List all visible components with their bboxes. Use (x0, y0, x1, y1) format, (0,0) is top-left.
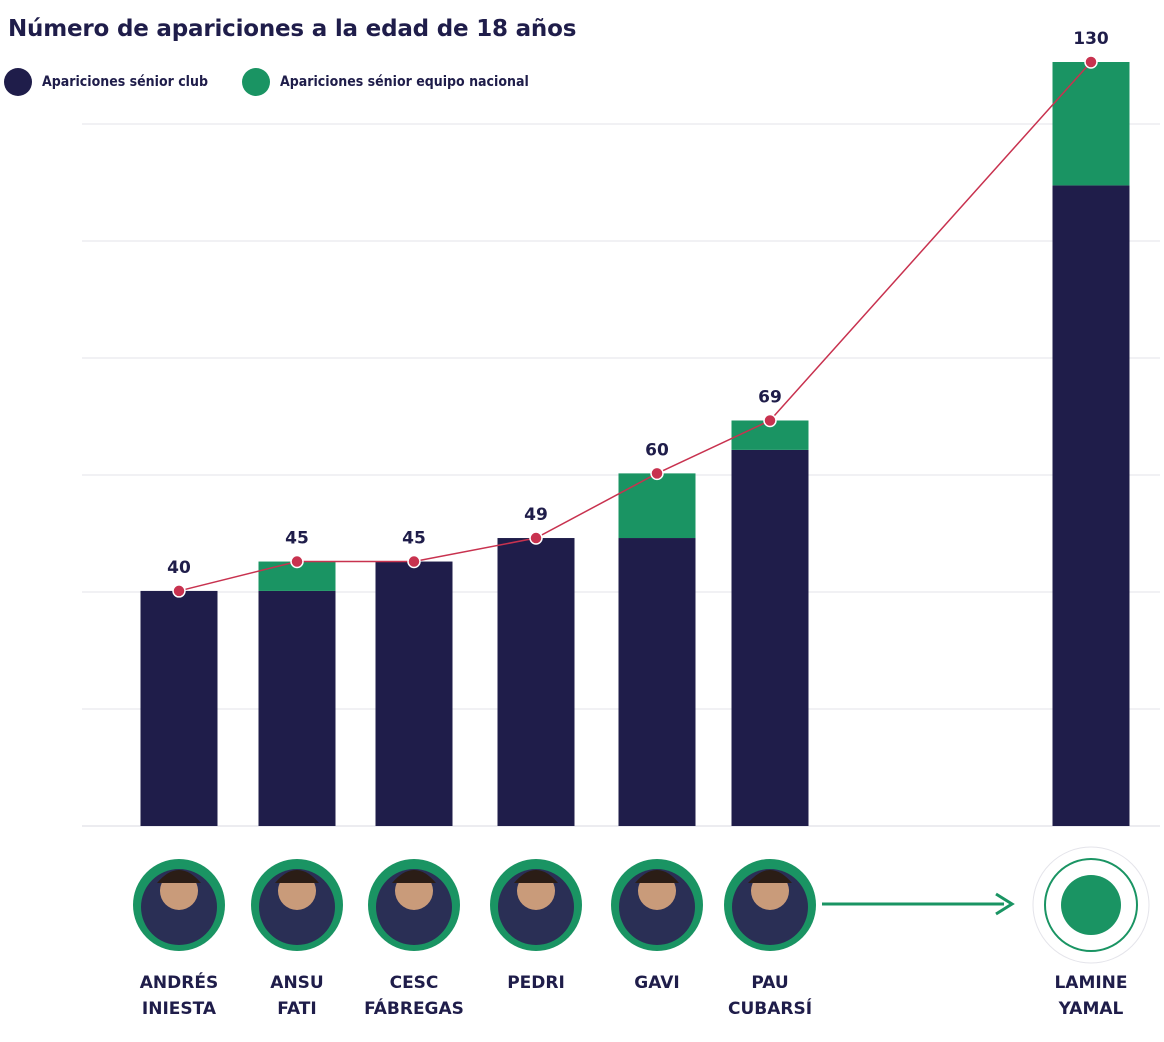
target-dot (1061, 875, 1121, 935)
player-name-line2-6: YAMAL (1058, 999, 1124, 1019)
player-name-line2-0: INIESTA (141, 999, 217, 1019)
arrow-head (995, 892, 1015, 916)
player-name-line1-0: ANDRÉS (139, 973, 219, 993)
player-name-line1-2: CESC (389, 973, 439, 993)
value-label-5: 69 (758, 387, 782, 407)
value-label-0: 40 (167, 558, 191, 578)
player-name-3: PEDRI (471, 970, 601, 996)
player-name-line2-1: FATI (277, 999, 317, 1019)
player-name-line1-1: ANSU (270, 973, 324, 993)
trend-point-5 (763, 413, 777, 428)
bar-club-3 (497, 538, 575, 826)
bar-club-6 (1052, 185, 1130, 826)
avatar-hair-2 (392, 870, 436, 883)
trend-point-3 (529, 531, 543, 545)
value-label-1: 45 (285, 529, 309, 549)
avatar-hair-4 (635, 870, 679, 883)
avatar-hair-5 (748, 870, 792, 883)
avatar-hair-0 (157, 870, 201, 883)
value-label-4: 60 (645, 440, 669, 460)
trend-line (172, 55, 1098, 598)
bars (140, 62, 1130, 826)
trend-point-4 (650, 466, 664, 481)
chart-title: Número de apariciones a la edad de 18 añ… (8, 16, 577, 42)
player-name-0: ANDRÉS INIESTA (114, 970, 244, 1022)
player-name-6: LAMINE YAMAL (1026, 970, 1156, 1022)
value-label-2: 45 (402, 529, 426, 549)
player-name-4: GAVI (592, 970, 722, 996)
trend-point-0 (172, 584, 186, 598)
legend-swatch-club (4, 68, 32, 96)
player-name-line1-4: GAVI (634, 973, 680, 993)
player-name-line2-5: CUBARSÍ (727, 999, 813, 1019)
target-ring-outer (1032, 846, 1150, 964)
value-label-6: 130 (1073, 29, 1109, 49)
legend-item-club: Apariciones sénior club (4, 68, 208, 96)
player-name-line1-5: PAU (751, 973, 789, 993)
bar-club-0 (140, 590, 218, 826)
bar-club-1 (258, 590, 336, 826)
player-avatars (133, 846, 1150, 964)
player-name-1: ANSU FATI (232, 970, 362, 1022)
player-name-5: PAU CUBARSÍ (705, 970, 835, 1022)
player-name-2: CESC FÁBREGAS (349, 970, 479, 1022)
trend-point-2 (407, 554, 421, 569)
trend-point-1 (290, 554, 304, 569)
legend-label-national: Apariciones sénior equipo nacional (280, 74, 529, 90)
player-name-line1-6: LAMINE (1054, 973, 1128, 993)
bar-club-4 (618, 538, 696, 826)
bar-club-2 (375, 561, 453, 826)
player-name-line2-2: FÁBREGAS (364, 999, 464, 1019)
value-labels: 40 45 45 49 60 69 130 (167, 29, 1109, 578)
trend-point-6 (1084, 55, 1098, 69)
player-name-line1-3: PEDRI (507, 973, 565, 993)
avatar-hair-1 (275, 870, 319, 883)
legend-label-club: Apariciones sénior club (42, 74, 208, 90)
value-label-3: 49 (524, 505, 548, 525)
avatar-hair-3 (514, 870, 558, 883)
bar-national-6 (1052, 62, 1130, 186)
legend-swatch-national (242, 68, 270, 96)
bar-club-5 (731, 449, 809, 826)
target-ring-inner (1044, 858, 1138, 952)
legend-item-national: Apariciones sénior equipo nacional (242, 68, 529, 96)
bar-national-4 (618, 473, 696, 539)
